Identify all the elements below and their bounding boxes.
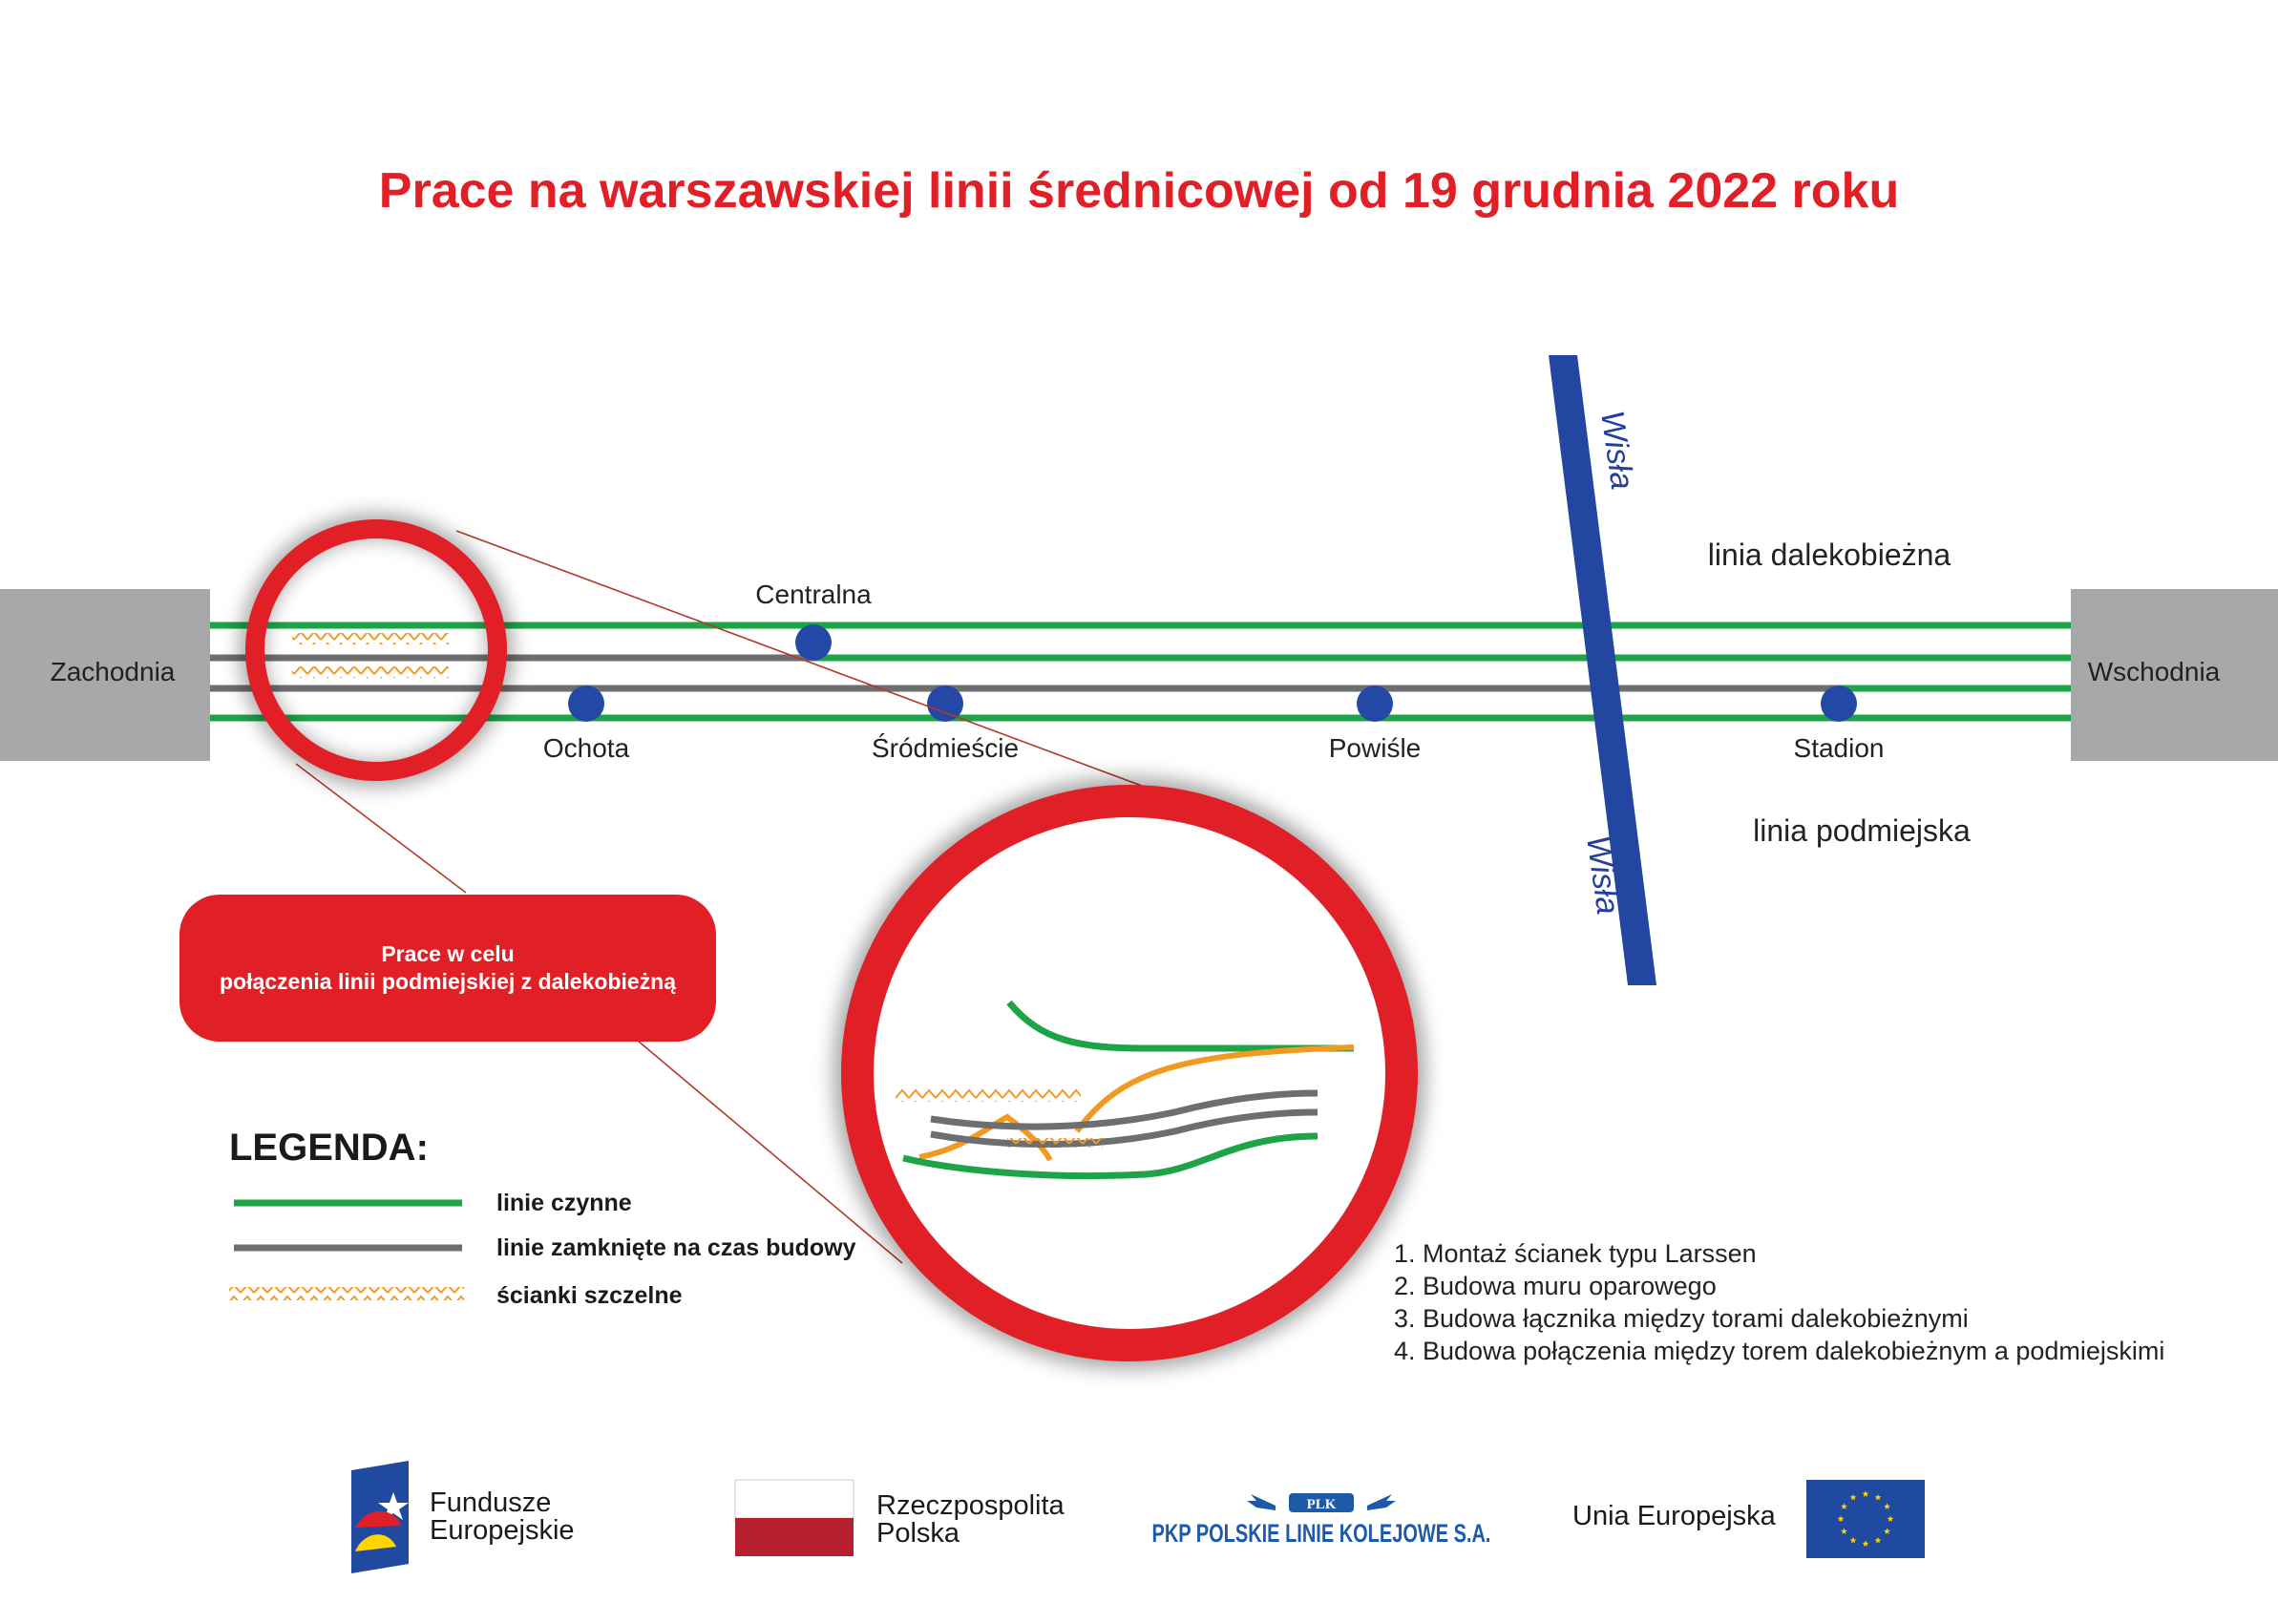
sheet-pile-zigzag-2 — [292, 666, 449, 678]
detail-green-bottom — [902, 1132, 1318, 1180]
station-ochota-label: Ochota — [543, 733, 630, 763]
sheet-pile-zigzag-1 — [292, 633, 449, 644]
station-srodmiescie-label: Śródmieście — [872, 732, 1019, 763]
eu-star — [1874, 1493, 1882, 1501]
eu-star — [1884, 1503, 1890, 1509]
zoom-connectors — [295, 530, 1166, 1264]
detail-orange-upper — [1074, 1044, 1355, 1133]
label-long-distance: linia dalekobieżna — [1708, 538, 1951, 572]
fe-line-1: Fundusze — [430, 1487, 551, 1518]
station-stadion: Stadion — [1794, 685, 1885, 763]
step-4: 4. Budowa połączenia między torem daleko… — [1394, 1337, 2164, 1365]
fe-line-2: Europejskie — [430, 1515, 575, 1546]
plk-emblem-text: PLK — [1307, 1497, 1337, 1512]
logo-european-funds: Fundusze Europejskie — [351, 1461, 575, 1573]
eu-label: Unia Europejska — [1572, 1501, 1777, 1531]
plk-winged-emblem-icon: PLK — [1247, 1493, 1396, 1512]
main-tracks — [210, 622, 2071, 722]
logo-plk: PLK PKP POLSKIE LINIE KOLEJOWE S.A. — [1152, 1493, 1491, 1548]
station-centralna: Centralna — [755, 580, 872, 661]
terminal-west-label: Zachodnia — [51, 657, 176, 686]
eu-star — [1887, 1515, 1894, 1522]
legend: LEGENDA: linie czynne linie zamknięte na… — [229, 1127, 856, 1309]
step-1: 1. Montaż ścianek typu Larssen — [1394, 1239, 1757, 1268]
detail-sheet-pile-2 — [1007, 1138, 1103, 1148]
river-wisla: Wisła Wisła — [1549, 355, 1656, 985]
eu-star — [1837, 1515, 1845, 1522]
terminal-west: Zachodnia — [0, 589, 210, 761]
station-powisle: Powiśle — [1329, 685, 1421, 763]
zoom-circle-detail — [833, 777, 1425, 1369]
station-ochota: Ochota — [543, 685, 630, 763]
plk-text: PKP POLSKIE LINIE KOLEJOWE S.A. — [1152, 1519, 1491, 1548]
callout-line-2: połączenia linii podmiejskiej z dalekobi… — [220, 969, 676, 994]
eu-star — [1841, 1528, 1847, 1534]
detail-gray-2 — [930, 1108, 1318, 1149]
station-stadion-label: Stadion — [1794, 733, 1885, 763]
eu-star — [1841, 1503, 1847, 1509]
eu-star — [1874, 1536, 1882, 1544]
eu-star — [1862, 1540, 1869, 1547]
label-suburban: linia podmiejska — [1753, 813, 1971, 848]
detail-sheet-pile-1 — [896, 1088, 1081, 1102]
legend-label-closed: linie zamknięte na czas budowy — [496, 1234, 856, 1261]
legend-swatch-sheet-pile — [229, 1287, 464, 1300]
eu-star — [1849, 1493, 1857, 1501]
logo-rzeczpospolita: Rzeczpospolita Polska — [734, 1479, 1065, 1556]
callout-line-1: Prace w celu — [381, 941, 514, 966]
station-centralna-label: Centralna — [755, 580, 872, 609]
eu-star — [1849, 1536, 1857, 1544]
zoom-circle-small — [240, 514, 513, 787]
legend-title: LEGENDA: — [229, 1127, 429, 1169]
detail-green-top — [1006, 1000, 1354, 1052]
polish-flag-icon — [734, 1479, 854, 1556]
rp-line-1: Rzeczpospolita — [876, 1490, 1065, 1521]
page-title: Prace na warszawskiej linii średnicowej … — [379, 163, 1899, 219]
eu-flag-icon — [1806, 1480, 1925, 1558]
terminal-east: Wschodnia — [2071, 589, 2278, 761]
river-label-top: Wisła — [1593, 409, 1640, 492]
step-2: 2. Budowa muru oparowego — [1394, 1272, 1717, 1300]
eu-star — [1884, 1528, 1890, 1534]
terminal-east-label: Wschodnia — [2088, 657, 2221, 686]
eu-star — [1862, 1490, 1869, 1497]
step-3: 3. Budowa łącznika między torami dalekob… — [1394, 1304, 1969, 1333]
legend-label-sheet-pile: ścianki szczelne — [496, 1282, 683, 1309]
european-funds-logo-icon — [351, 1461, 409, 1573]
station-powisle-label: Powiśle — [1329, 733, 1421, 763]
work-steps-list: 1. Montaż ścianek typu Larssen 2. Budowa… — [1394, 1239, 2164, 1365]
legend-label-active: linie czynne — [496, 1190, 632, 1216]
logo-eu: Unia Europejska — [1572, 1480, 1925, 1558]
rp-line-2: Polska — [876, 1518, 960, 1549]
detail-gray-1 — [930, 1089, 1318, 1130]
works-callout: Prace w celu połączenia linii podmiejski… — [179, 895, 716, 1042]
station-srodmiescie: Śródmieście — [872, 685, 1019, 763]
